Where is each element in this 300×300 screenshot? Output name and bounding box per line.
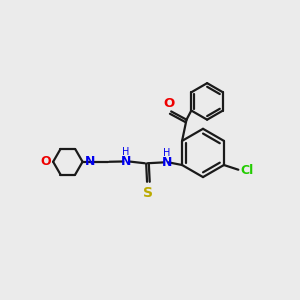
Text: O: O [164, 97, 175, 110]
Text: S: S [143, 186, 153, 200]
Text: H: H [163, 148, 170, 158]
Text: O: O [40, 155, 51, 168]
Text: N: N [121, 155, 131, 168]
Text: N: N [162, 156, 172, 169]
Text: H: H [122, 147, 130, 158]
Text: Cl: Cl [240, 164, 253, 177]
Text: N: N [85, 155, 95, 168]
